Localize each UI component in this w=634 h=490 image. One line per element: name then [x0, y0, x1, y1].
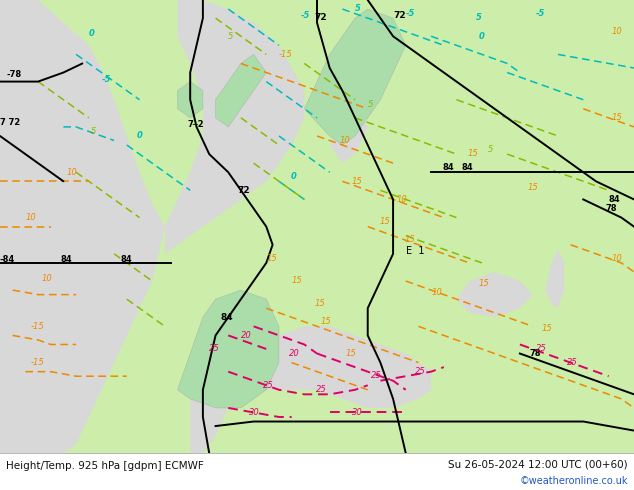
Text: Height/Temp. 925 hPa [gdpm] ECMWF: Height/Temp. 925 hPa [gdpm] ECMWF — [6, 461, 204, 471]
Text: 84: 84 — [60, 254, 72, 264]
Text: 25: 25 — [316, 385, 327, 394]
Text: 15: 15 — [320, 317, 331, 326]
Polygon shape — [165, 0, 304, 254]
Text: 15: 15 — [314, 299, 325, 308]
Text: -84: -84 — [0, 254, 15, 264]
Text: 15: 15 — [612, 113, 623, 122]
Polygon shape — [190, 344, 241, 453]
Text: 10: 10 — [431, 288, 442, 296]
Polygon shape — [330, 109, 368, 163]
Text: 15: 15 — [379, 218, 390, 226]
Polygon shape — [178, 82, 203, 118]
Text: 7 72: 7 72 — [0, 118, 20, 126]
Text: 0: 0 — [89, 29, 94, 38]
Text: 0: 0 — [136, 131, 142, 140]
Text: 5: 5 — [488, 145, 493, 154]
Text: -78: -78 — [6, 70, 22, 79]
Polygon shape — [178, 290, 279, 408]
Text: 5: 5 — [368, 99, 373, 108]
Text: 84: 84 — [443, 163, 454, 172]
Text: 0: 0 — [290, 172, 296, 181]
Text: 15: 15 — [527, 183, 538, 193]
Text: -15: -15 — [30, 358, 44, 367]
Text: 5: 5 — [228, 31, 233, 41]
Text: 15: 15 — [468, 149, 479, 158]
Text: Su 26-05-2024 12:00 UTC (00+60): Su 26-05-2024 12:00 UTC (00+60) — [448, 459, 628, 469]
Text: 72: 72 — [238, 186, 250, 195]
Text: -15: -15 — [30, 321, 44, 331]
Text: 10: 10 — [396, 195, 407, 204]
Polygon shape — [0, 0, 165, 453]
Polygon shape — [241, 326, 431, 408]
Text: 15: 15 — [479, 278, 489, 288]
Text: 20: 20 — [288, 349, 299, 358]
Text: 5: 5 — [476, 13, 481, 23]
Text: 15: 15 — [346, 349, 356, 358]
Text: -15: -15 — [279, 49, 293, 59]
Text: 25: 25 — [536, 344, 547, 353]
Polygon shape — [545, 249, 564, 308]
Text: 25: 25 — [415, 367, 426, 376]
Polygon shape — [216, 54, 266, 127]
Text: 15: 15 — [352, 176, 363, 186]
Text: -5: -5 — [536, 9, 545, 18]
Text: 15: 15 — [404, 236, 415, 245]
Text: 84: 84 — [462, 163, 473, 172]
Text: 84: 84 — [221, 313, 233, 321]
Text: 10: 10 — [25, 213, 36, 222]
Text: 10: 10 — [612, 254, 623, 263]
Polygon shape — [304, 9, 406, 145]
Text: 78: 78 — [529, 349, 541, 358]
Text: 5: 5 — [355, 4, 361, 13]
Text: 20: 20 — [241, 331, 252, 340]
Text: 10: 10 — [612, 27, 623, 36]
Text: -5: -5 — [406, 9, 415, 18]
Text: 25: 25 — [371, 371, 382, 380]
Polygon shape — [456, 272, 533, 318]
Text: 15: 15 — [542, 324, 553, 333]
Text: -5: -5 — [301, 11, 311, 20]
Text: E  1: E 1 — [406, 246, 424, 256]
Text: 25: 25 — [209, 344, 220, 353]
Text: 0: 0 — [479, 31, 484, 41]
Text: 15: 15 — [292, 276, 302, 285]
Text: 78: 78 — [605, 204, 617, 213]
Text: 15: 15 — [266, 254, 277, 263]
Text: -5: -5 — [89, 127, 97, 136]
Text: ©weatheronline.co.uk: ©weatheronline.co.uk — [519, 476, 628, 486]
Text: 25: 25 — [567, 358, 578, 367]
Text: 10: 10 — [41, 274, 52, 283]
Text: -5: -5 — [101, 74, 111, 84]
Text: 30: 30 — [352, 408, 363, 416]
Text: 84: 84 — [120, 254, 132, 264]
Text: 10: 10 — [67, 168, 77, 176]
Text: 30: 30 — [249, 408, 259, 416]
Text: 72: 72 — [314, 13, 327, 22]
Text: 7─2: 7─2 — [187, 120, 204, 129]
Text: 25: 25 — [263, 381, 274, 390]
Text: 10: 10 — [339, 136, 350, 145]
Text: 72: 72 — [393, 11, 406, 20]
Text: 84: 84 — [609, 195, 620, 204]
